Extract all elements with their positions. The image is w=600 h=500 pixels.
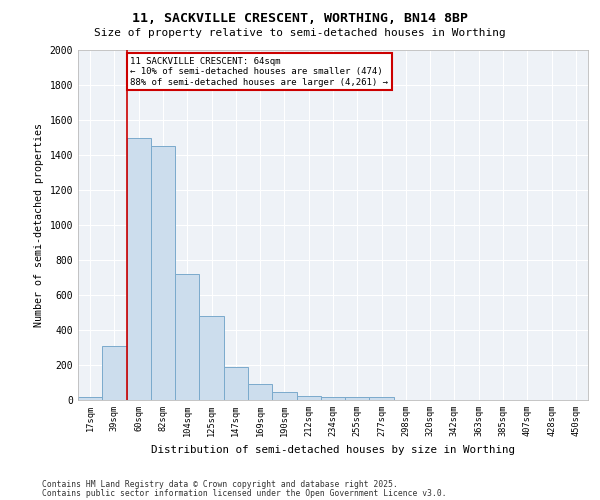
- Bar: [345, 396, 370, 400]
- Y-axis label: Number of semi-detached properties: Number of semi-detached properties: [34, 123, 44, 327]
- Text: Size of property relative to semi-detached houses in Worthing: Size of property relative to semi-detach…: [94, 28, 506, 38]
- Bar: [224, 367, 248, 400]
- Text: 11 SACKVILLE CRESCENT: 64sqm
← 10% of semi-detached houses are smaller (474)
88%: 11 SACKVILLE CRESCENT: 64sqm ← 10% of se…: [130, 57, 388, 87]
- Bar: [151, 146, 175, 400]
- Bar: [102, 346, 127, 400]
- Bar: [199, 316, 224, 400]
- Bar: [272, 392, 296, 400]
- X-axis label: Distribution of semi-detached houses by size in Worthing: Distribution of semi-detached houses by …: [151, 444, 515, 454]
- Bar: [370, 396, 394, 400]
- Bar: [127, 138, 151, 400]
- Bar: [296, 396, 321, 400]
- Bar: [78, 396, 102, 400]
- Text: Contains HM Land Registry data © Crown copyright and database right 2025.: Contains HM Land Registry data © Crown c…: [42, 480, 398, 489]
- Bar: [321, 396, 345, 400]
- Bar: [248, 384, 272, 400]
- Text: Contains public sector information licensed under the Open Government Licence v3: Contains public sector information licen…: [42, 488, 446, 498]
- Text: 11, SACKVILLE CRESCENT, WORTHING, BN14 8BP: 11, SACKVILLE CRESCENT, WORTHING, BN14 8…: [132, 12, 468, 26]
- Bar: [175, 274, 199, 400]
